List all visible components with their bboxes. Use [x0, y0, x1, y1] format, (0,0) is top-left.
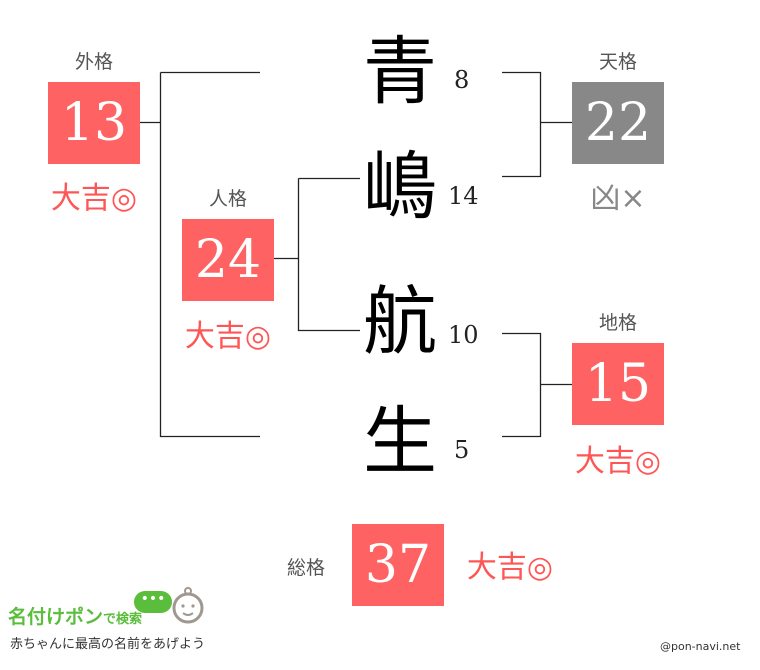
- tenkaku-fortune: 凶×: [590, 181, 646, 216]
- stroke-count-3: 10: [448, 321, 479, 349]
- chikaku-value: 15: [572, 343, 664, 425]
- logo-title: 名付けポンで検索: [8, 602, 142, 629]
- soukaku-fortune: 大吉◎: [466, 550, 554, 585]
- name-char-4: 生: [363, 399, 437, 485]
- stroke-count-4: 5: [454, 436, 470, 464]
- chikaku-label: 地格: [598, 312, 637, 334]
- soukaku-label: 総格: [286, 557, 325, 579]
- stroke-count-1: 8: [454, 66, 470, 94]
- name-char-3: 航: [363, 279, 437, 365]
- tenkaku-value: 22: [572, 82, 664, 164]
- baby-face-icon: [172, 587, 204, 624]
- gaikaku-fortune: 大吉◎: [50, 181, 138, 216]
- logo-title-suffix: で検索: [103, 612, 143, 627]
- jinkaku-value: 24: [182, 219, 274, 301]
- credit-text: @pon-navi.net: [660, 640, 741, 653]
- soukaku-value: 37: [352, 524, 444, 606]
- stroke-count-2: 14: [448, 182, 479, 210]
- logo-title-text: 名付けポン: [8, 606, 104, 628]
- gaikaku-label: 外格: [74, 51, 113, 73]
- tenkaku-label: 天格: [598, 51, 637, 73]
- name-char-2: 嶋: [363, 144, 437, 230]
- jinkaku-label: 人格: [208, 188, 247, 210]
- name-char-1: 青: [363, 29, 437, 115]
- jinkaku-fortune: 大吉◎: [184, 319, 272, 354]
- chikaku-fortune: 大吉◎: [574, 444, 662, 479]
- gaikaku-value: 13: [48, 82, 140, 164]
- speech-bubble-icon: •••: [134, 591, 172, 613]
- logo-tagline: 赤ちゃんに最高の名前をあげよう: [10, 637, 206, 652]
